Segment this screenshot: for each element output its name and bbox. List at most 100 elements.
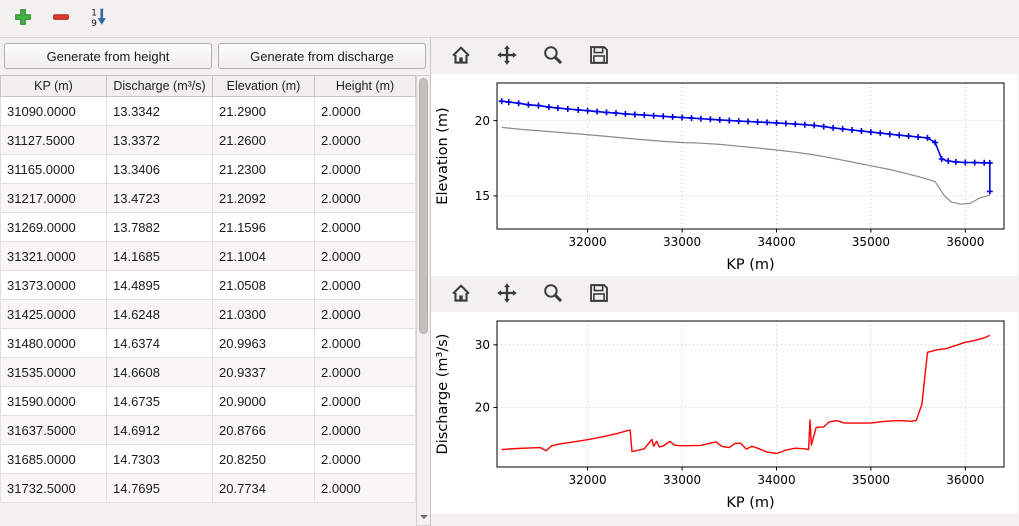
table-cell[interactable]: 13.3372 bbox=[106, 125, 213, 155]
sort-ascending-button[interactable]: 1 9 bbox=[86, 6, 112, 32]
table-cell[interactable]: 14.6248 bbox=[106, 299, 213, 329]
column-header-elevation[interactable]: Elevation (m) bbox=[212, 75, 315, 97]
table-cell[interactable]: 31480.0000 bbox=[0, 328, 107, 358]
elevation-save-button[interactable] bbox=[585, 42, 613, 70]
table-cell[interactable]: 21.2600 bbox=[212, 125, 315, 155]
elevation-chart[interactable]: 32000 33000 34000 35000 36000 15 20 KP (m) Eleva… bbox=[431, 74, 1018, 276]
table-cell[interactable]: 2.0000 bbox=[314, 241, 416, 271]
discharge-zoom-button[interactable] bbox=[539, 280, 567, 308]
table-cell[interactable]: 2.0000 bbox=[314, 212, 416, 242]
table-cell[interactable]: 21.1004 bbox=[212, 241, 315, 271]
generate-from-discharge-button[interactable]: Generate from discharge bbox=[218, 43, 426, 69]
table-cell[interactable]: 2.0000 bbox=[314, 125, 416, 155]
table-cell[interactable]: 31321.0000 bbox=[0, 241, 107, 271]
table-cell[interactable]: 14.7303 bbox=[106, 444, 213, 474]
discharge-home-button[interactable] bbox=[447, 280, 475, 308]
svg-text:9: 9 bbox=[91, 19, 97, 27]
column-header-discharge[interactable]: Discharge (m³/s) bbox=[106, 75, 213, 97]
table-row[interactable]: 31535.0000 14.6608 20.9337 2.0000 bbox=[0, 357, 416, 387]
table-cell[interactable]: 21.2900 bbox=[212, 96, 315, 126]
table-cell[interactable]: 31217.0000 bbox=[0, 183, 107, 213]
elevation-zoom-button[interactable] bbox=[539, 42, 567, 70]
scrollbar-down-button[interactable] bbox=[417, 510, 430, 524]
table-cell[interactable]: 31637.5000 bbox=[0, 415, 107, 445]
table-row[interactable]: 31165.0000 13.3406 21.2300 2.0000 bbox=[0, 154, 416, 184]
table-row[interactable]: 31373.0000 14.4895 21.0508 2.0000 bbox=[0, 270, 416, 300]
table-cell[interactable]: 20.8250 bbox=[212, 444, 315, 474]
minus-icon bbox=[52, 8, 70, 29]
column-header-height[interactable]: Height (m) bbox=[314, 75, 416, 97]
table-row[interactable]: 31480.0000 14.6374 20.9963 2.0000 bbox=[0, 328, 416, 358]
svg-text:15: 15 bbox=[475, 189, 490, 203]
table-row[interactable]: 31269.0000 13.7882 21.1596 2.0000 bbox=[0, 212, 416, 242]
right-panel: 32000 33000 34000 35000 36000 15 20 KP (m) Eleva… bbox=[431, 38, 1019, 526]
table-cell[interactable]: 31590.0000 bbox=[0, 386, 107, 416]
table-cell[interactable]: 14.6608 bbox=[106, 357, 213, 387]
table-cell[interactable]: 2.0000 bbox=[314, 386, 416, 416]
table-cell[interactable]: 21.0508 bbox=[212, 270, 315, 300]
table-cell[interactable]: 13.7882 bbox=[106, 212, 213, 242]
table-row[interactable]: 31685.0000 14.7303 20.8250 2.0000 bbox=[0, 444, 416, 474]
discharge-pan-button[interactable] bbox=[493, 280, 521, 308]
table-cell[interactable]: 31685.0000 bbox=[0, 444, 107, 474]
add-row-button[interactable] bbox=[10, 6, 36, 32]
table-cell[interactable]: 20.7734 bbox=[212, 473, 315, 503]
table-cell[interactable]: 20.9000 bbox=[212, 386, 315, 416]
table-cell[interactable]: 21.0300 bbox=[212, 299, 315, 329]
table-cell[interactable]: 21.2092 bbox=[212, 183, 315, 213]
table-cell[interactable]: 13.3406 bbox=[106, 154, 213, 184]
elevation-home-button[interactable] bbox=[447, 42, 475, 70]
table-cell[interactable]: 20.8766 bbox=[212, 415, 315, 445]
table-cell[interactable]: 14.6735 bbox=[106, 386, 213, 416]
table-cell[interactable]: 20.9337 bbox=[212, 357, 315, 387]
table-cell[interactable]: 2.0000 bbox=[314, 328, 416, 358]
table-cell[interactable]: 13.4723 bbox=[106, 183, 213, 213]
table-cell[interactable]: 2.0000 bbox=[314, 415, 416, 445]
table-cell[interactable]: 31425.0000 bbox=[0, 299, 107, 329]
triangle-down-icon bbox=[419, 515, 428, 523]
table-cell[interactable]: 31127.5000 bbox=[0, 125, 107, 155]
table-row[interactable]: 31090.0000 13.3342 21.2900 2.0000 bbox=[0, 96, 416, 126]
sort-1-9-icon: 1 9 bbox=[89, 7, 109, 30]
table-cell[interactable]: 14.7695 bbox=[106, 473, 213, 503]
table-cell[interactable]: 31732.5000 bbox=[0, 473, 107, 503]
table-cell[interactable]: 2.0000 bbox=[314, 183, 416, 213]
table-cell[interactable]: 31373.0000 bbox=[0, 270, 107, 300]
table-row[interactable]: 31127.5000 13.3372 21.2600 2.0000 bbox=[0, 125, 416, 155]
elevation-pan-button[interactable] bbox=[493, 42, 521, 70]
table-cell[interactable]: 31535.0000 bbox=[0, 357, 107, 387]
table-row[interactable]: 31217.0000 13.4723 21.2092 2.0000 bbox=[0, 183, 416, 213]
table-header-row: KP (m) Discharge (m³/s) Elevation (m) He… bbox=[0, 75, 416, 97]
table-row[interactable]: 31732.5000 14.7695 20.7734 2.0000 bbox=[0, 473, 416, 503]
table-cell[interactable]: 2.0000 bbox=[314, 154, 416, 184]
table-cell[interactable]: 20.9963 bbox=[212, 328, 315, 358]
table-cell[interactable]: 2.0000 bbox=[314, 473, 416, 503]
table-cell[interactable]: 31269.0000 bbox=[0, 212, 107, 242]
table-cell[interactable]: 2.0000 bbox=[314, 299, 416, 329]
magnifier-icon bbox=[542, 282, 564, 307]
remove-row-button[interactable] bbox=[48, 6, 74, 32]
table-row[interactable]: 31637.5000 14.6912 20.8766 2.0000 bbox=[0, 415, 416, 445]
table-cell[interactable]: 13.3342 bbox=[106, 96, 213, 126]
table-row[interactable]: 31321.0000 14.1685 21.1004 2.0000 bbox=[0, 241, 416, 271]
table-cell[interactable]: 21.2300 bbox=[212, 154, 315, 184]
table-cell[interactable]: 2.0000 bbox=[314, 96, 416, 126]
table-cell[interactable]: 21.1596 bbox=[212, 212, 315, 242]
table-row[interactable]: 31590.0000 14.6735 20.9000 2.0000 bbox=[0, 386, 416, 416]
table-cell[interactable]: 14.1685 bbox=[106, 241, 213, 271]
table-cell[interactable]: 2.0000 bbox=[314, 444, 416, 474]
table-cell[interactable]: 14.6912 bbox=[106, 415, 213, 445]
table-cell[interactable]: 14.4895 bbox=[106, 270, 213, 300]
table-row[interactable]: 31425.0000 14.6248 21.0300 2.0000 bbox=[0, 299, 416, 329]
column-header-kp[interactable]: KP (m) bbox=[0, 75, 107, 97]
table-cell[interactable]: 14.6374 bbox=[106, 328, 213, 358]
table-scrollbar[interactable] bbox=[416, 75, 430, 526]
discharge-chart[interactable]: 32000 33000 34000 35000 36000 20 30 KP (m) Disch… bbox=[431, 312, 1018, 514]
table-cell[interactable]: 2.0000 bbox=[314, 270, 416, 300]
table-cell[interactable]: 31090.0000 bbox=[0, 96, 107, 126]
table-cell[interactable]: 31165.0000 bbox=[0, 154, 107, 184]
scrollbar-thumb[interactable] bbox=[419, 78, 428, 334]
generate-from-height-button[interactable]: Generate from height bbox=[4, 43, 212, 69]
discharge-save-button[interactable] bbox=[585, 280, 613, 308]
table-cell[interactable]: 2.0000 bbox=[314, 357, 416, 387]
